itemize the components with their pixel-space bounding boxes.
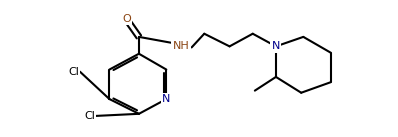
Text: Cl: Cl — [68, 67, 79, 77]
Text: O: O — [122, 14, 131, 24]
Text: Cl: Cl — [84, 111, 95, 121]
Text: N: N — [162, 94, 170, 104]
Text: NH: NH — [173, 41, 189, 51]
Text: N: N — [272, 41, 280, 51]
